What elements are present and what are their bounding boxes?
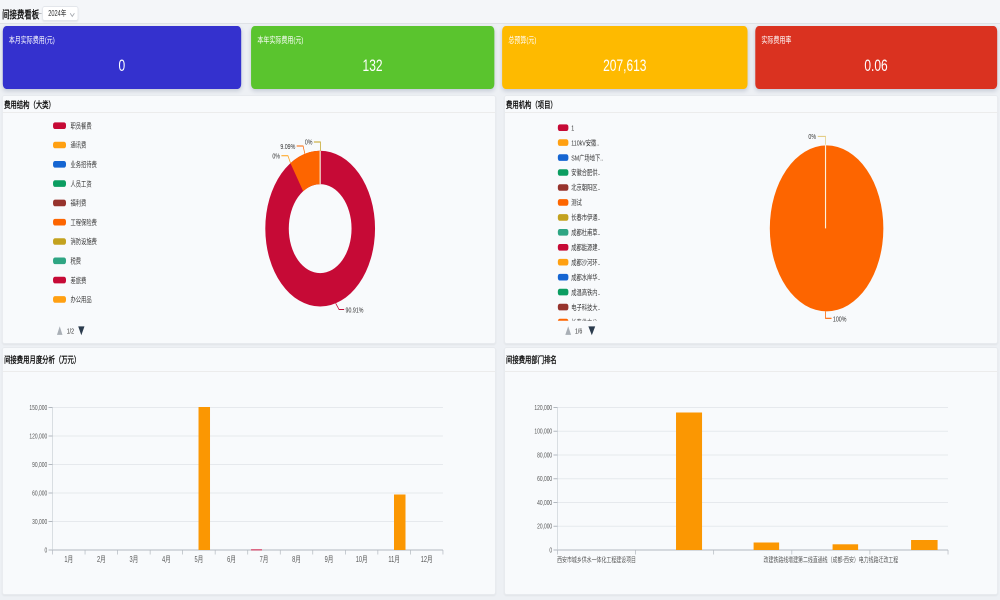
svg-text:差旅费: 差旅费 [71, 275, 87, 285]
svg-text:6月: 6月 [227, 555, 236, 564]
svg-text:20,000: 20,000 [537, 524, 553, 531]
svg-text:150,000: 150,000 [29, 405, 47, 412]
svg-text:0: 0 [549, 548, 552, 555]
svg-text:0: 0 [44, 548, 47, 555]
svg-text:工程保险费: 工程保险费 [71, 217, 98, 227]
svg-text:1: 1 [571, 125, 574, 133]
svg-text:福利费: 福利费 [71, 198, 87, 208]
svg-text:80,000: 80,000 [537, 453, 553, 460]
svg-text:8月: 8月 [292, 555, 301, 564]
svg-text:改建铁路线增建第二线直通线（成都-西安）电力线路迁改工程: 改建铁路线增建第二线直通线（成都-西安）电力线路迁改工程 [764, 555, 899, 564]
svg-text:电子科技大..: 电子科技大.. [571, 302, 600, 312]
svg-text:业务招待费: 业务招待费 [71, 159, 98, 169]
svg-text:7月: 7月 [260, 555, 269, 564]
svg-text:0%: 0% [305, 139, 313, 147]
svg-text:安徽合肥供..: 安徽合肥供.. [571, 167, 600, 177]
svg-text:90,000: 90,000 [32, 462, 48, 469]
svg-text:1/2: 1/2 [67, 328, 75, 336]
svg-text:12月: 12月 [421, 555, 433, 564]
svg-text:3月: 3月 [129, 555, 138, 564]
svg-text:成都沙河环..: 成都沙河环.. [571, 257, 600, 267]
svg-text:办公用品: 办公用品 [71, 294, 92, 304]
svg-text:人员工资: 人员工资 [71, 178, 93, 188]
svg-text:通讯费: 通讯费 [71, 140, 87, 150]
svg-text:消防设施费: 消防设施费 [71, 236, 98, 246]
svg-text:60,000: 60,000 [32, 491, 48, 498]
svg-text:0%: 0% [272, 153, 280, 161]
svg-text:SM广场地下..: SM广场地下.. [571, 152, 603, 162]
svg-text:成温高铁内..: 成温高铁内.. [571, 287, 600, 297]
svg-text:长春供电公..: 长春供电公.. [571, 317, 600, 327]
svg-text:110kV安徽..: 110kV安徽.. [571, 137, 599, 147]
svg-text:成都能源建..: 成都能源建.. [571, 242, 600, 252]
svg-text:测试: 测试 [571, 197, 582, 207]
svg-text:30,000: 30,000 [32, 519, 48, 526]
svg-text:120,000: 120,000 [534, 405, 552, 412]
svg-text:职员餐费: 职员餐费 [71, 120, 93, 130]
svg-text:北京朝阳区..: 北京朝阳区.. [571, 182, 600, 192]
svg-text:100%: 100% [833, 316, 847, 324]
svg-text:5月: 5月 [195, 555, 204, 564]
svg-text:成都杜甫草..: 成都杜甫草.. [571, 227, 600, 237]
svg-text:税费: 税费 [71, 255, 82, 265]
svg-text:60,000: 60,000 [537, 477, 553, 484]
svg-text:0%: 0% [808, 133, 816, 141]
svg-text:100,000: 100,000 [534, 429, 552, 436]
svg-text:9.09%: 9.09% [280, 143, 295, 151]
svg-text:40,000: 40,000 [537, 500, 553, 507]
svg-text:9月: 9月 [325, 555, 334, 564]
svg-text:1月: 1月 [64, 555, 73, 564]
svg-text:成都水岸华..: 成都水岸华.. [571, 272, 600, 282]
svg-text:11月: 11月 [388, 555, 399, 564]
svg-text:1/6: 1/6 [575, 328, 583, 336]
svg-text:10月: 10月 [356, 555, 368, 564]
svg-text:90.91%: 90.91% [346, 307, 364, 315]
svg-text:长春市伊通..: 长春市伊通.. [571, 212, 600, 222]
svg-text:4月: 4月 [162, 555, 171, 564]
svg-text:120,000: 120,000 [29, 434, 47, 441]
svg-text:西安市城乡供水一体化工程建设项目: 西安市城乡供水一体化工程建设项目 [557, 555, 636, 564]
svg-text:2月: 2月 [97, 555, 106, 564]
